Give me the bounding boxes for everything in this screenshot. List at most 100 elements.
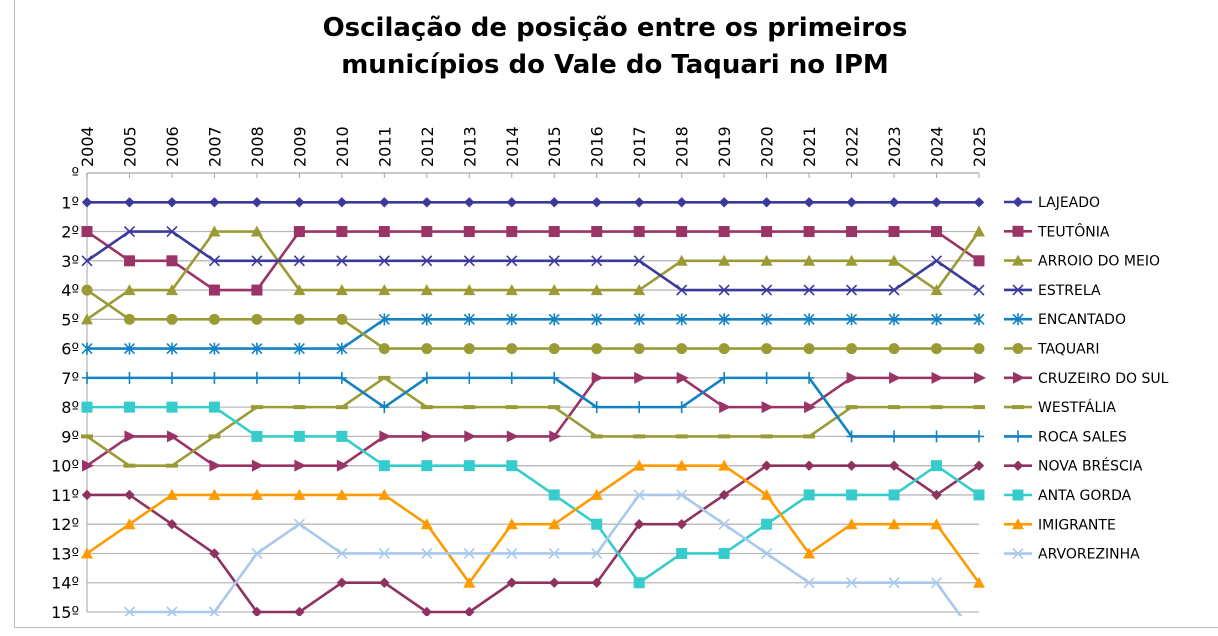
series-line [87,376,979,438]
x-axis: 2004 2005 2006 2007 2008 2009 2010 2011 2012 2013… [78,126,989,178]
legend-label: LAJEADO [1038,195,1100,211]
legend-marker [1012,405,1024,410]
data-point [505,518,518,530]
legend-item: TEUTÔNIA [1004,222,1110,240]
data-point [549,371,560,384]
series-line [86,230,980,292]
y-tick-label: 9º [61,427,79,446]
data-point [973,576,985,588]
data-point [463,313,475,326]
legend-label: ROCA SALES [1038,429,1127,445]
data-point [718,434,731,439]
series-line [87,405,980,585]
data-point [464,606,475,616]
y-tick-label: 8º [61,398,79,417]
x-tick-label: 2024 [928,126,947,167]
data-point [803,489,815,501]
data-point [931,430,942,443]
legend-item: ENCANTADO [1004,312,1126,328]
data-point [548,343,560,355]
data-point [251,459,264,472]
data-point [123,463,136,468]
data-point [845,518,858,530]
data-point [421,226,433,238]
data-point [506,547,518,560]
data-point [293,284,306,296]
data-point [209,459,222,472]
data-point [123,606,136,616]
legend-item: CRUZEIRO DO SUL [1004,371,1169,387]
data-point [718,254,731,266]
data-point [718,547,730,559]
data-point [973,313,985,326]
data-point [81,284,93,296]
data-point [463,460,475,472]
series-imigrante [81,459,985,588]
data-point [548,547,560,560]
x-tick-label: 2008 [248,126,267,167]
y-tick-label: 7º [61,369,79,388]
legend-item: ESTRELA [1004,283,1101,299]
data-point [251,255,263,267]
legend-item: NOVA BRÉSCIA [1004,458,1143,475]
data-point [81,434,93,439]
data-point [803,197,815,208]
series-line [86,464,981,585]
data-point [208,434,221,439]
data-point [590,434,603,439]
data-point [761,518,773,530]
legend-label: NOVA BRÉSCIA [1038,458,1143,475]
legend-marker [1012,343,1024,354]
data-point [378,488,391,500]
x-tick-label: 2021 [800,126,819,167]
data-point [124,489,135,501]
data-point [548,489,560,501]
y-tick-label: 5º [61,310,79,329]
legend-item: WESTFÁLIA [1004,399,1116,416]
data-point [590,488,603,500]
data-point [421,547,433,560]
data-point [973,489,985,501]
data-point [463,255,475,267]
data-point [803,226,815,238]
series-line [86,376,979,467]
data-point [506,197,517,208]
series-arvorezinha [123,489,963,616]
series-line [87,318,979,350]
data-point [464,371,475,384]
data-point [718,489,730,501]
data-point [804,401,817,414]
data-point [974,430,984,443]
data-point [676,401,687,414]
data-point [293,226,305,238]
data-point [81,342,93,355]
data-point [761,547,773,560]
data-point [165,488,178,500]
series-group [81,197,986,616]
data-point [251,371,262,384]
data-point [803,577,815,589]
data-point [293,313,305,325]
data-point [846,577,858,589]
data-point [463,226,475,238]
data-point [81,313,93,325]
data-point [930,405,943,410]
series-roca-sales [82,371,984,443]
data-point [549,197,560,208]
data-point [251,313,263,325]
data-point [464,197,475,208]
data-point [166,342,178,355]
data-point [931,197,942,208]
data-point [378,547,390,560]
data-point [591,577,602,588]
data-point [123,255,135,267]
data-point [591,518,603,530]
data-point [421,255,433,267]
data-point [293,518,305,530]
data-point [166,606,178,616]
data-point [675,434,688,439]
x-tick-label: 2013 [460,126,479,167]
data-point [421,371,432,384]
data-point [123,225,136,238]
